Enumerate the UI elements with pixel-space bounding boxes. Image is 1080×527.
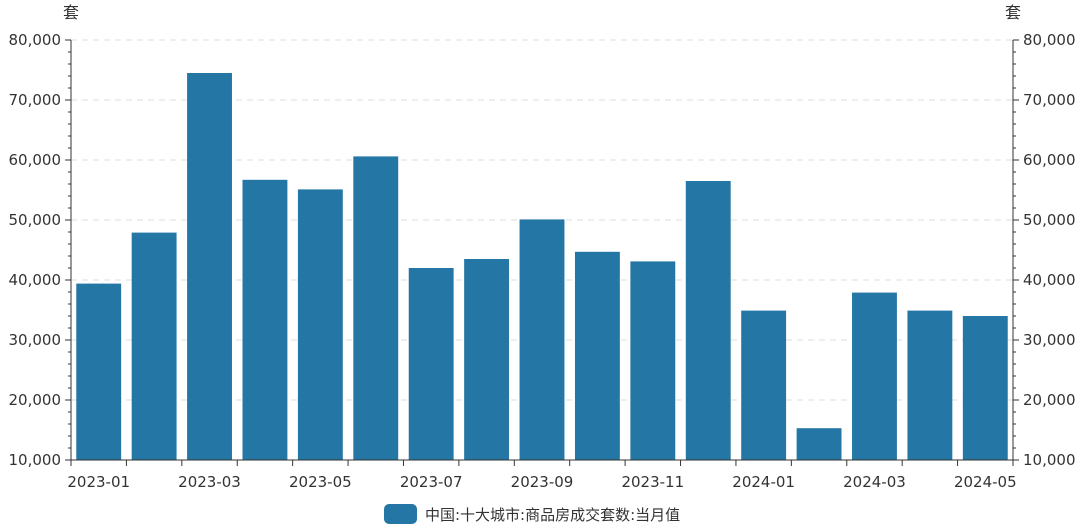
x-tick-label: 2023-11 [621,473,684,491]
y-tick-label-right: 50,000 [1023,211,1076,229]
x-tick-label: 2024-01 [732,473,795,491]
legend-label: 中国:十大城市:商品房成交套数:当月值 [425,505,681,524]
x-tick-label: 2024-03 [843,473,906,491]
x-tick-label: 2023-03 [178,473,241,491]
bar-2023-06 [353,156,399,460]
right-axis-unit: 套 [1005,3,1021,22]
bar-2023-12 [685,181,731,460]
bar-2024-03 [852,292,897,460]
y-tick-label-right: 70,000 [1023,91,1076,109]
y-tick-label-right: 30,000 [1023,331,1076,349]
bar-2023-11 [630,261,676,460]
y-tick-label-left: 60,000 [9,151,62,169]
x-tick-label: 2023-07 [400,473,463,491]
x-tick-label: 2023-01 [67,473,130,491]
y-tick-label-left: 30,000 [9,331,62,349]
axes: 10,000 10,000 20,000 20,000 30,000 30,000 40,0… [9,31,1076,491]
left-axis-unit: 套 [63,3,79,22]
y-tick-label-left: 20,000 [9,391,62,409]
bar-2023-03 [187,73,232,460]
bar-2023-01 [76,283,122,460]
y-tick-label-right: 60,000 [1023,151,1076,169]
y-tick-label-left: 50,000 [9,211,62,229]
y-tick-label-right: 10,000 [1023,451,1076,469]
bar-2024-02 [796,428,842,460]
bar-2023-05 [297,189,343,460]
y-tick-label-right: 40,000 [1023,271,1076,289]
bar-2024-04 [907,310,953,460]
y-tick-label-right: 20,000 [1023,391,1076,409]
bar-2023-07 [408,268,454,460]
y-tick-label-left: 10,000 [9,451,62,469]
bar-2024-01 [741,310,787,460]
x-tick-label: 2023-09 [511,473,574,491]
x-tick-label: 2024-05 [954,473,1017,491]
bar-2023-10 [574,251,620,460]
bar-2023-02 [131,232,177,460]
bar-2023-08 [464,259,510,460]
y-tick-label-right: 80,000 [1023,31,1076,49]
bars [76,73,1008,461]
y-tick-label-left: 70,000 [9,91,62,109]
x-tick-label: 2023-05 [289,473,352,491]
y-tick-label-left: 80,000 [9,31,62,49]
y-tick-label-left: 40,000 [9,271,62,289]
bar-2024-05 [962,316,1008,460]
legend: 中国:十大城市:商品房成交套数:当月值 [384,503,680,525]
bar-2023-09 [519,219,565,460]
bar-2023-04 [242,179,288,461]
legend-swatch [384,504,417,524]
